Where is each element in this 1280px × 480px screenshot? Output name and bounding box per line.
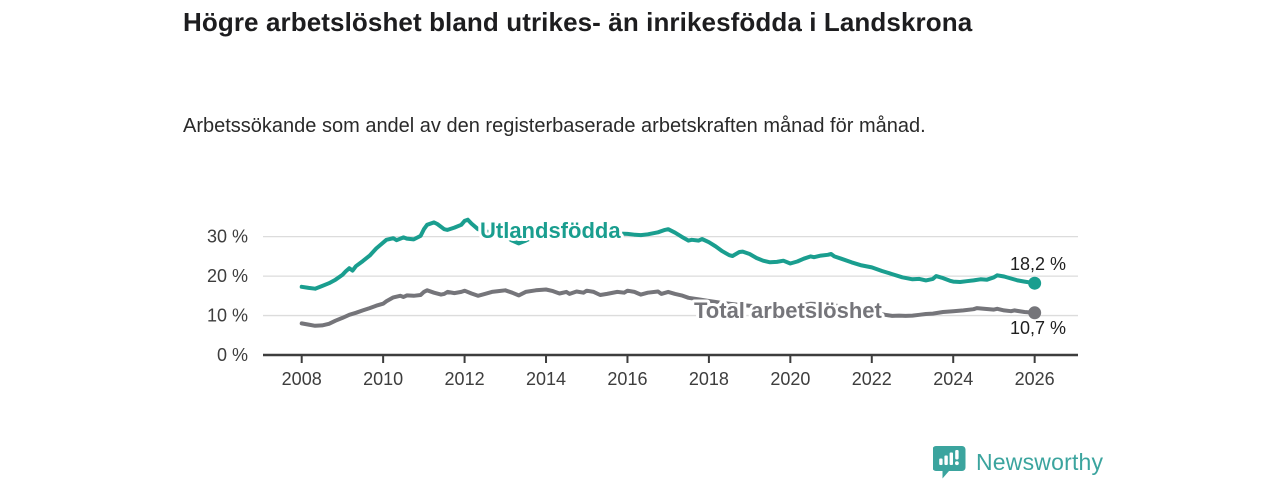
y-tick-label: 20 % — [207, 266, 248, 286]
end-value-label-total-arbetsl-shet: 10,7 % — [1010, 318, 1066, 338]
x-tick-label: 2012 — [445, 369, 485, 389]
x-tick-label: 2016 — [607, 369, 647, 389]
x-tick-label: 2024 — [933, 369, 973, 389]
x-tick-label: 2014 — [526, 369, 566, 389]
exclamation-stroke — [955, 449, 959, 459]
x-tick-label: 2020 — [770, 369, 810, 389]
page-title: Högre arbetslöshet bland utrikes- än inr… — [183, 7, 973, 37]
series-label-total-arbetsl-shet: Total arbetslöshet — [694, 298, 883, 323]
x-tick-label: 2022 — [852, 369, 892, 389]
end-value-label-utlandsf-dda: 18,2 % — [1010, 254, 1066, 274]
x-tick-label: 2008 — [282, 369, 322, 389]
chart-subtitle: Arbetssökande som andel av den registerb… — [183, 115, 926, 137]
bar-chart-glyph — [939, 449, 959, 465]
y-tick-label: 0 % — [217, 345, 248, 365]
end-dot-utlandsf-dda — [1028, 276, 1042, 290]
series-label-utlandsf-dda: Utlandsfödda — [480, 218, 621, 243]
newsworthy-logo-icon — [933, 445, 966, 478]
series-line-utlandsf-dda — [299, 217, 1037, 291]
x-tick-label: 2018 — [689, 369, 729, 389]
x-tick-label: 2026 — [1015, 369, 1055, 389]
x-tick-label: 2010 — [363, 369, 403, 389]
series-line-total-arbetsl-shet — [299, 287, 1037, 328]
brand-footer: Newsworthy — [933, 444, 1103, 480]
brand-name: Newsworthy — [976, 448, 1104, 475]
end-dot-total-arbetsl-shet — [1028, 306, 1042, 320]
speech-bubble-shape — [933, 445, 966, 478]
y-tick-label: 30 % — [207, 227, 248, 247]
y-tick-label: 10 % — [207, 306, 248, 326]
exclamation-dot — [955, 460, 959, 465]
